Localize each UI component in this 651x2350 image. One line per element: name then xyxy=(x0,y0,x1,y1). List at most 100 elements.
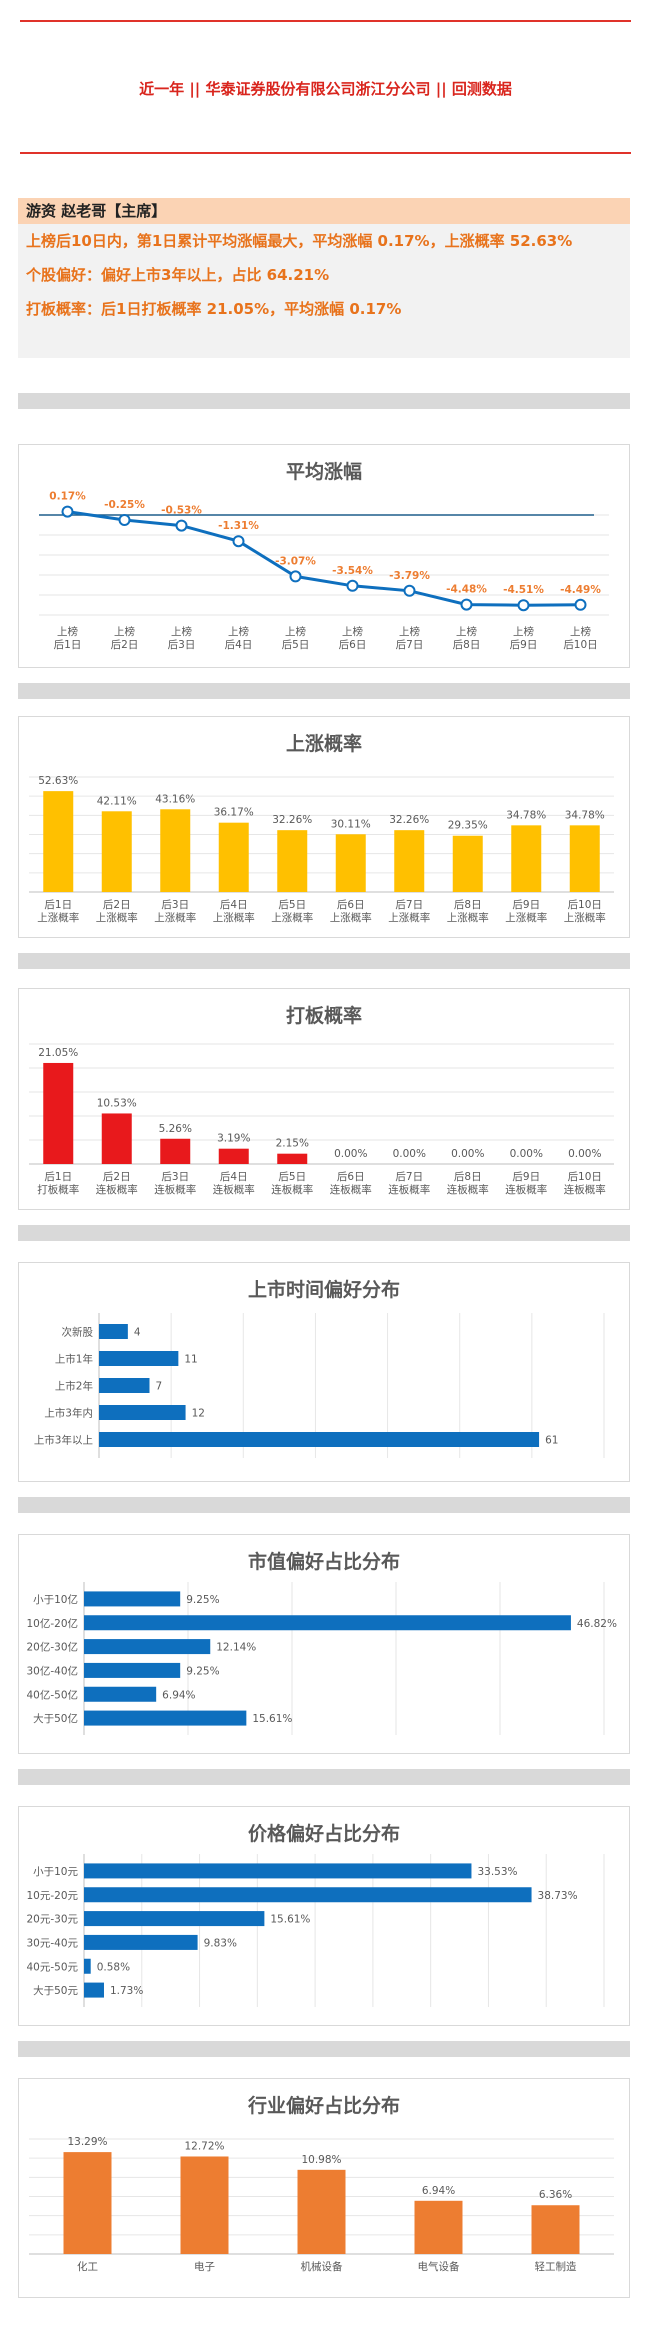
data-label: -4.49% xyxy=(560,584,601,596)
data-label: 61 xyxy=(545,1435,558,1447)
data-label: 34.78% xyxy=(506,809,546,821)
bar xyxy=(43,1062,74,1164)
data-label: 30.11% xyxy=(331,818,371,830)
listing-time-chart: 上市时间偏好分布 4 次新股 11 上市1年 7 上市2年 12 上市3年内 61 上市3年以上 xyxy=(18,1262,630,1482)
chart-title: 价格偏好占比分布 xyxy=(248,1822,400,1845)
bar xyxy=(84,1934,198,1950)
data-label: -0.25% xyxy=(104,499,145,511)
data-label: 0.00% xyxy=(334,1148,367,1160)
x-tick-label: 后5日上涨概率 xyxy=(271,899,313,924)
data-point xyxy=(175,519,188,532)
bar xyxy=(101,1113,132,1164)
industry-chart-svg: 行业偏好占比分布 13.29% 化工 12.72% 电子 10.98% 机械设备 6.94% 电… xyxy=(29,2094,614,2273)
bar xyxy=(277,1153,308,1164)
x-tick-label: 上榜后5日 xyxy=(282,625,310,651)
bar xyxy=(414,2200,463,2254)
separator xyxy=(18,1769,630,1785)
x-tick-label: 上榜后9日 xyxy=(510,625,538,651)
data-label: -4.51% xyxy=(503,584,544,596)
chart-title: 打板概率 xyxy=(286,1004,362,1027)
summary-line-board: 打板概率：后1日打板概率 21.05%，平均涨幅 0.17% xyxy=(26,300,402,318)
board-probability-chart: 打板概率 21.05% 后1日打板概率 10.53% 后2日连板概率 5.26% 后3日连板… xyxy=(18,988,630,1210)
x-tick-label: 后2日连板概率 xyxy=(96,1171,138,1196)
avg-gain-chart-svg: 平均涨幅 0.17% 上榜后1日 -0.25% 上榜后2日 -0.53% 上榜后3日 -1.3… xyxy=(39,460,609,651)
bar xyxy=(63,2152,112,2254)
bar xyxy=(218,1148,249,1164)
data-label: 0.00% xyxy=(393,1148,426,1160)
bar xyxy=(531,2205,580,2254)
bar xyxy=(84,1887,532,1903)
data-point xyxy=(460,598,473,611)
y-tick-label: 小于10元 xyxy=(33,1866,78,1878)
listing-time-chart-svg: 上市时间偏好分布 4 次新股 11 上市1年 7 上市2年 12 上市3年内 61 上市3年以上 xyxy=(34,1278,605,1458)
data-label: 9.25% xyxy=(186,1594,219,1606)
bar xyxy=(101,811,132,892)
data-label: 0.00% xyxy=(568,1148,601,1160)
x-tick-label: 机械设备 xyxy=(301,2260,343,2273)
bar xyxy=(569,825,600,892)
data-label: 2.15% xyxy=(276,1138,309,1150)
y-tick-label: 10亿-20亿 xyxy=(26,1617,78,1630)
separator xyxy=(18,683,630,699)
data-label: 3.19% xyxy=(217,1133,250,1145)
data-label: 52.63% xyxy=(38,775,78,787)
bar xyxy=(84,1710,247,1726)
bar xyxy=(99,1324,128,1339)
chart-title: 平均涨幅 xyxy=(286,460,362,483)
x-tick-label: 后9日上涨概率 xyxy=(505,899,547,924)
bar xyxy=(160,1138,191,1164)
data-label: 12 xyxy=(192,1408,205,1420)
y-tick-label: 40元-50元 xyxy=(26,1961,78,1973)
data-label: -0.53% xyxy=(161,505,202,517)
market-cap-chart: 市值偏好占比分布 9.25% 小于10亿 46.82% 10亿-20亿 12.14% 20亿… xyxy=(18,1534,630,1754)
x-tick-label: 后1日打板概率 xyxy=(37,1171,79,1196)
data-label: 15.61% xyxy=(270,1914,310,1926)
x-tick-label: 后4日连板概率 xyxy=(213,1171,255,1196)
y-tick-label: 大于50亿 xyxy=(33,1712,78,1725)
bar xyxy=(84,1639,211,1655)
data-label: 10.98% xyxy=(301,2154,341,2166)
x-tick-label: 后6日上涨概率 xyxy=(330,899,372,924)
data-label: 11 xyxy=(184,1354,197,1366)
data-label: -3.79% xyxy=(389,570,430,582)
bar xyxy=(180,2156,229,2254)
chart-title: 上涨概率 xyxy=(286,732,362,755)
bar xyxy=(84,1591,181,1607)
data-label: 33.53% xyxy=(477,1866,517,1878)
bar xyxy=(335,834,366,892)
x-tick-label: 上榜后6日 xyxy=(339,625,367,651)
data-label: -3.54% xyxy=(332,565,373,577)
bar xyxy=(99,1351,179,1366)
y-tick-label: 小于10亿 xyxy=(33,1593,78,1606)
y-tick-label: 次新股 xyxy=(62,1326,94,1339)
separator xyxy=(18,2041,630,2057)
data-label: 15.61% xyxy=(252,1713,292,1725)
separator xyxy=(18,953,630,969)
x-tick-label: 后5日连板概率 xyxy=(271,1171,313,1196)
bar xyxy=(43,791,74,892)
data-label: 29.35% xyxy=(448,820,488,832)
x-tick-label: 上榜后2日 xyxy=(111,625,139,651)
market-cap-chart-svg: 市值偏好占比分布 9.25% 小于10亿 46.82% 10亿-20亿 12.14% 20亿… xyxy=(26,1550,617,1735)
x-tick-label: 后8日上涨概率 xyxy=(447,899,489,924)
bar xyxy=(218,822,249,892)
bar xyxy=(452,835,483,892)
data-label: -4.48% xyxy=(446,584,487,596)
price-chart: 价格偏好占比分布 33.53% 小于10元 38.73% 10元-20元 15.61% 20… xyxy=(18,1806,630,2026)
data-label: 12.14% xyxy=(216,1642,256,1654)
data-label: 1.73% xyxy=(110,1985,143,1997)
y-tick-label: 上市3年内 xyxy=(44,1407,93,1420)
x-tick-label: 电子 xyxy=(194,2260,215,2273)
data-label: 5.26% xyxy=(159,1123,192,1135)
data-label: 6.36% xyxy=(539,2189,572,2201)
chart-title: 上市时间偏好分布 xyxy=(248,1278,400,1301)
bar xyxy=(84,1615,571,1631)
header-rule-top xyxy=(20,20,631,22)
y-tick-label: 20元-30元 xyxy=(26,1914,78,1926)
data-point xyxy=(61,505,74,518)
chart-title: 行业偏好占比分布 xyxy=(247,2094,400,2117)
x-tick-label: 上榜后7日 xyxy=(396,625,424,651)
data-point xyxy=(118,514,131,526)
data-label: 36.17% xyxy=(214,807,254,819)
rise-probability-chart-svg: 上涨概率 52.63% 后1日上涨概率 42.11% 后2日上涨概率 43.16% 后3日上… xyxy=(29,732,614,924)
